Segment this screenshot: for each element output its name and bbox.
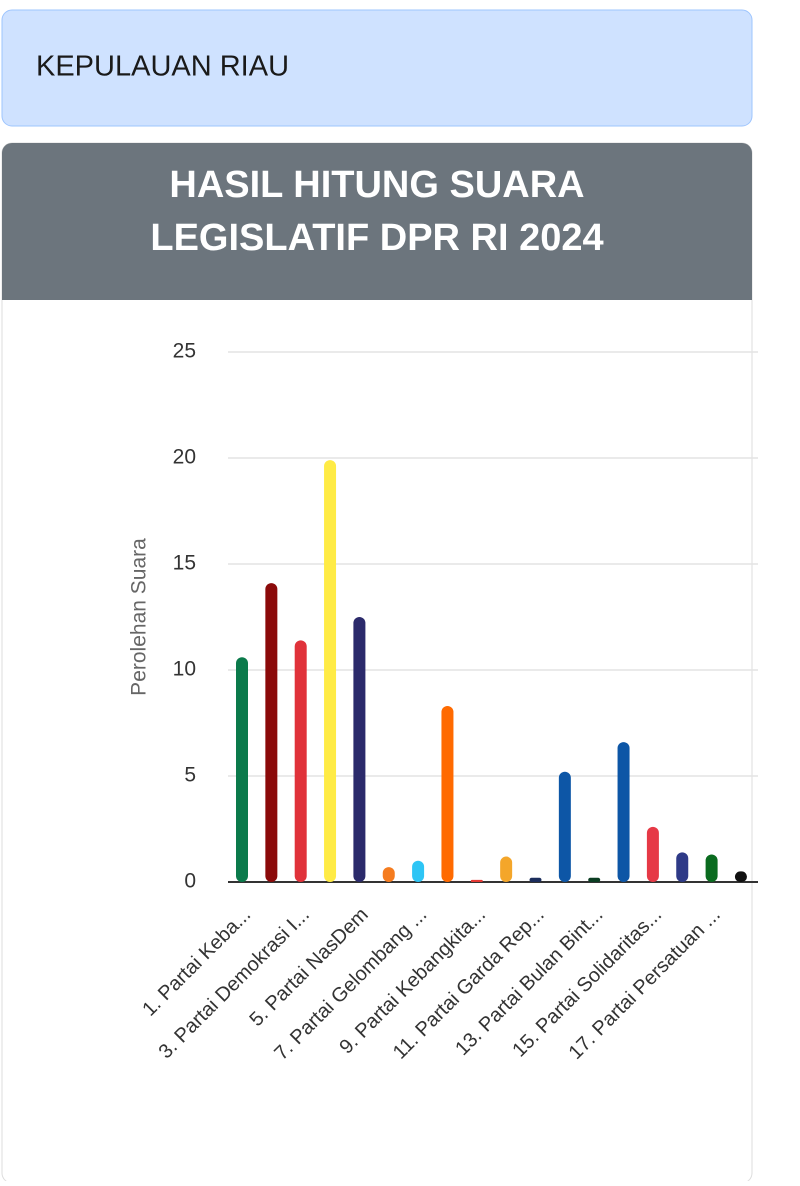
bar	[734, 871, 747, 882]
bar	[588, 877, 601, 882]
region-name: KEPULAUAN RIAU	[36, 51, 289, 83]
bar	[382, 867, 395, 882]
bar	[676, 852, 689, 882]
title-line: LEGISLATIF DPR RI 2024	[150, 217, 603, 259]
title-line: HASIL HITUNG SUARA	[169, 164, 584, 206]
region-box	[1, 9, 753, 127]
bar	[617, 742, 630, 882]
y-tick-label: 20	[173, 446, 196, 469]
bar	[412, 860, 425, 882]
bar	[705, 854, 718, 882]
bar	[236, 657, 248, 882]
bar	[500, 856, 513, 882]
bar	[529, 877, 542, 882]
card-header	[2, 143, 752, 300]
y-tick-label: 25	[173, 340, 196, 363]
y-tick-label: 0	[184, 870, 196, 893]
y-tick-label: 10	[173, 658, 196, 681]
y-tick-label: 5	[184, 764, 196, 787]
bar	[294, 640, 307, 882]
bar	[558, 771, 571, 882]
bar	[470, 879, 483, 882]
y-axis-label: Perolehan Suara	[128, 538, 151, 696]
bar	[353, 617, 366, 882]
bar	[265, 583, 278, 882]
bar	[324, 460, 337, 882]
bar	[441, 706, 454, 882]
bar	[646, 826, 659, 882]
y-tick-label: 15	[173, 552, 196, 575]
